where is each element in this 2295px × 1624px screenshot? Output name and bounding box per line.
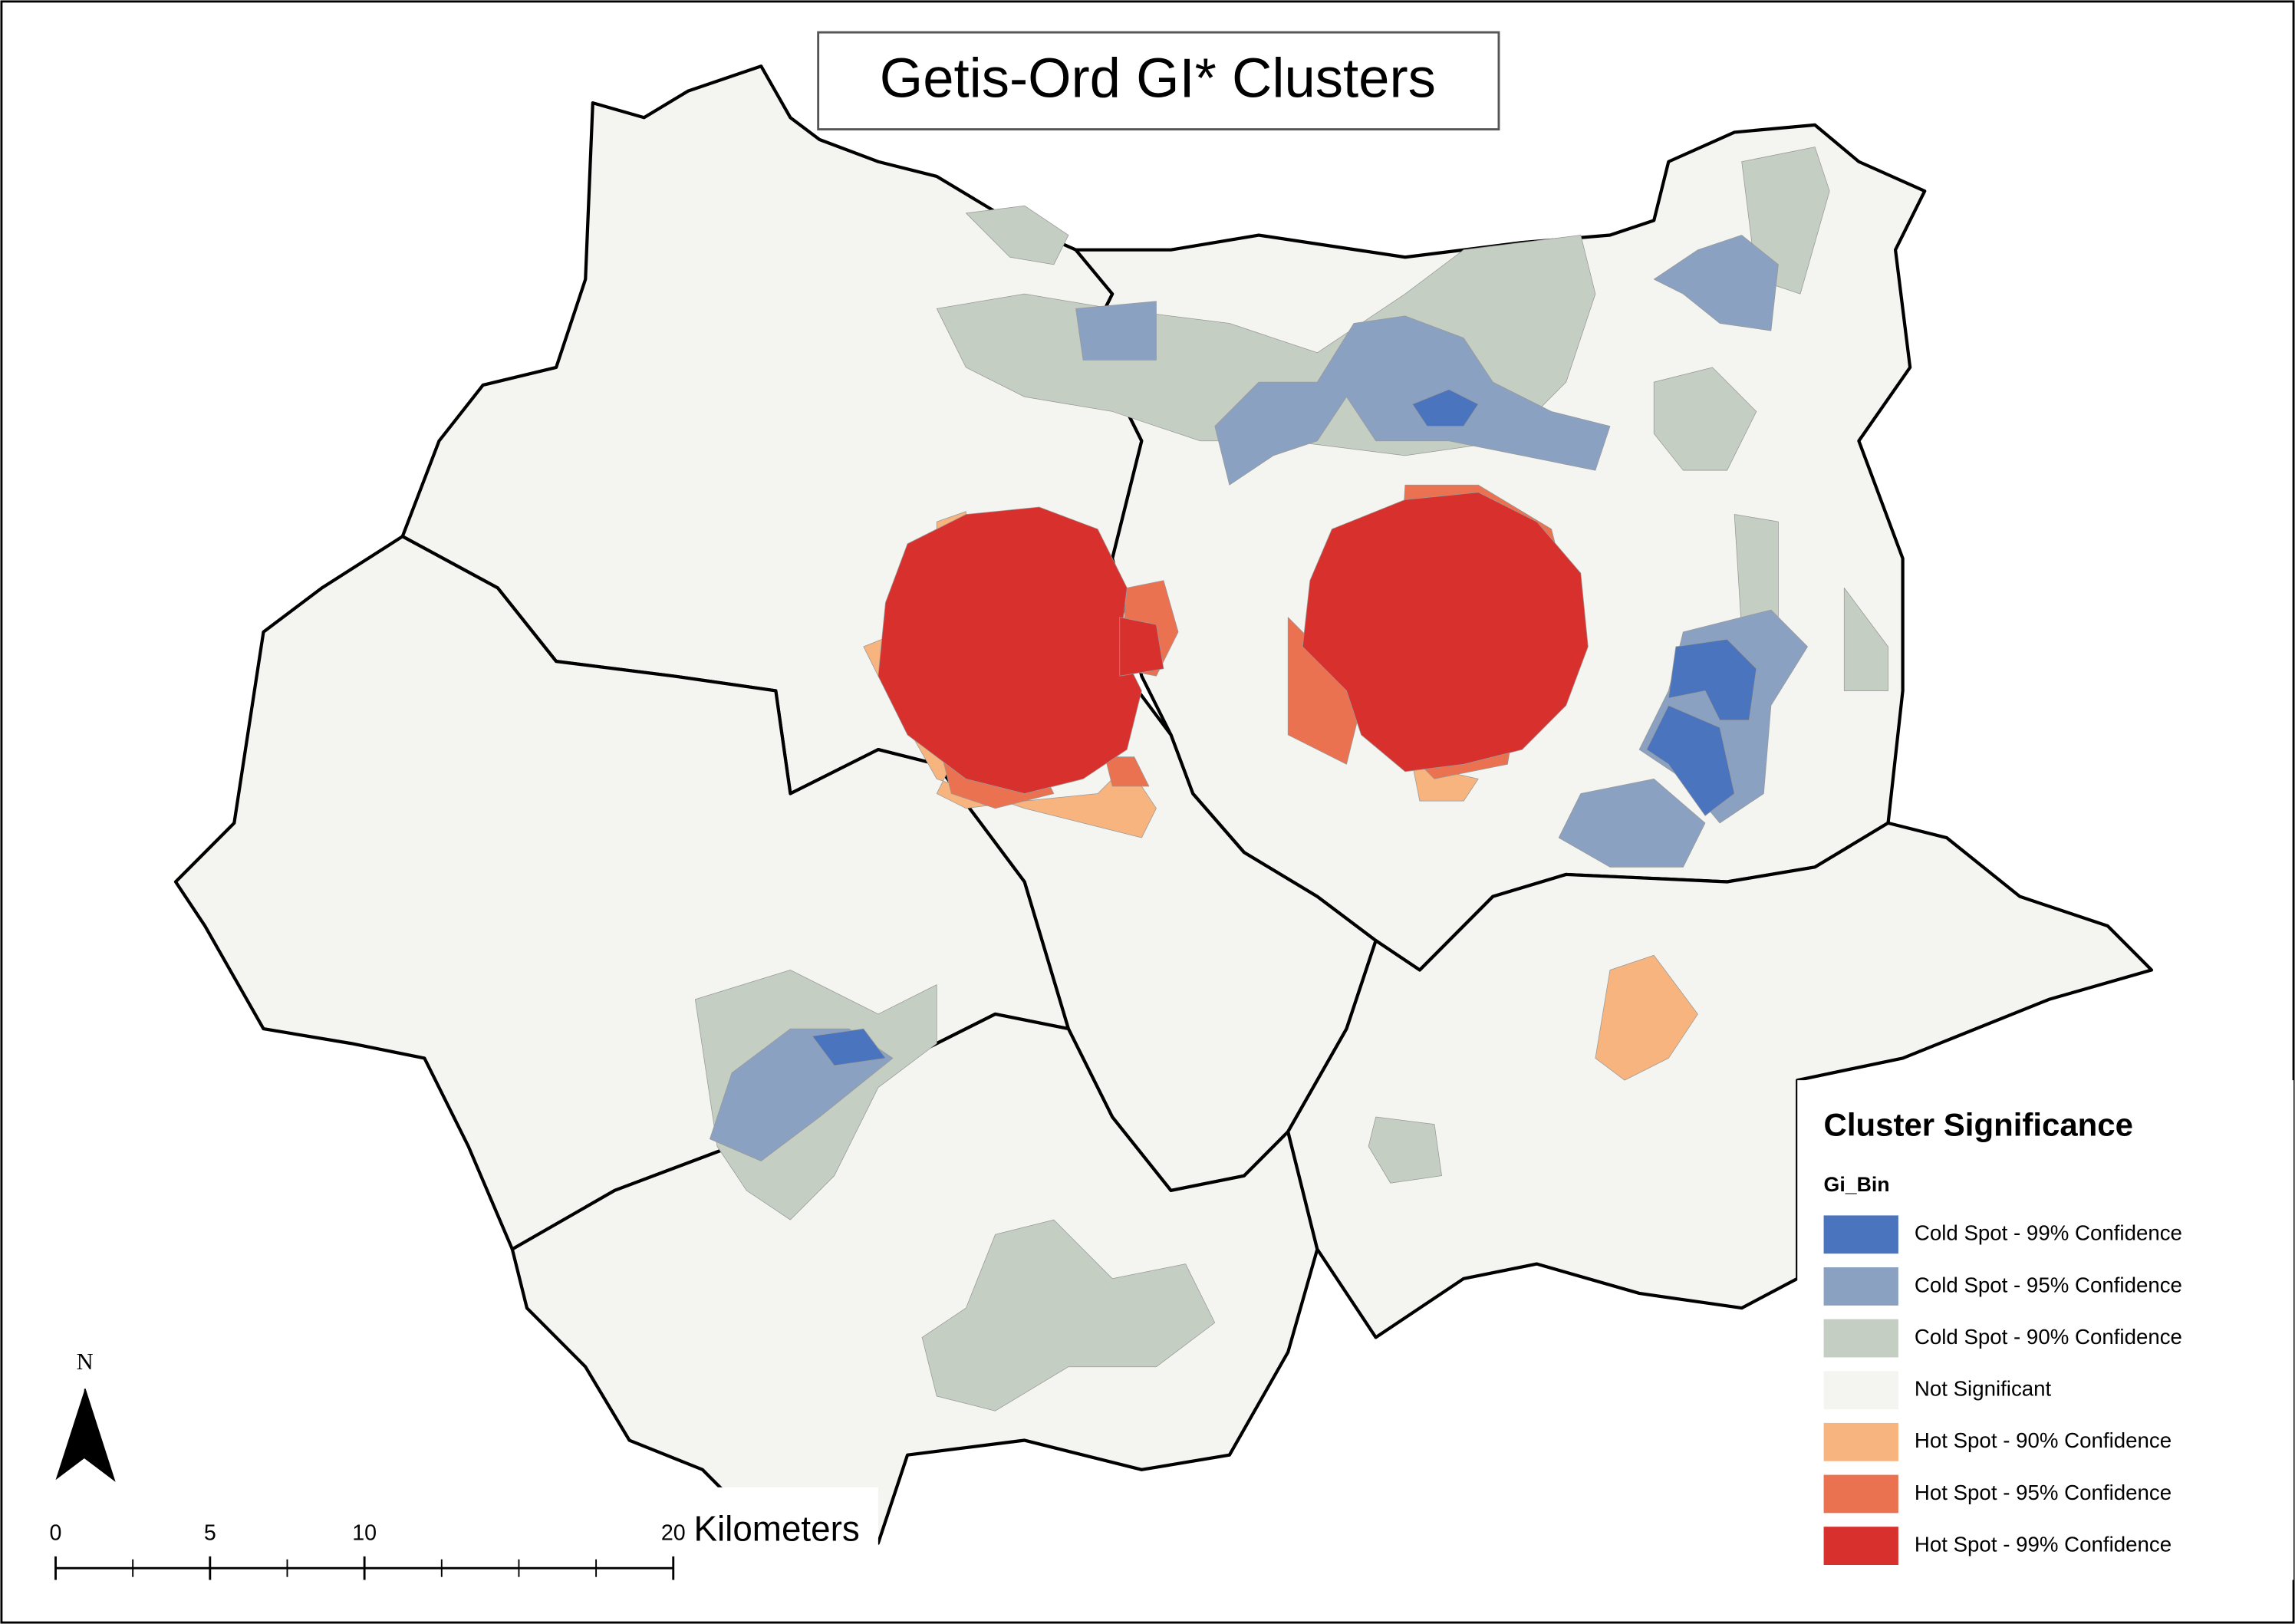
cluster-area <box>966 205 1069 265</box>
cluster-area <box>1653 235 1779 331</box>
legend-items: Cold Spot - 99% Confidence Cold Spot - 95… <box>1823 1215 2182 1565</box>
district-south-east <box>1286 821 2154 1339</box>
cluster-area <box>878 506 1142 794</box>
cluster-area <box>1075 301 1157 361</box>
scale-tick-label: 10 <box>352 1521 377 1546</box>
title-box <box>817 31 1500 131</box>
cluster-area <box>1119 617 1164 677</box>
legend-swatch <box>1823 1422 1898 1461</box>
scale-tick-label: 5 <box>204 1521 216 1546</box>
cluster-area <box>1302 492 1589 772</box>
scale-bar: 0 5 10 20 Kilometers <box>50 1508 860 1580</box>
cluster-area <box>1214 315 1611 486</box>
legend-subtitle: Gi_Bin <box>1824 1173 1890 1196</box>
scale-unit: Kilometers <box>693 1508 859 1548</box>
scale-tick-label: 20 <box>661 1521 686 1546</box>
north-label: N <box>77 1349 94 1375</box>
cluster-area <box>1368 1116 1442 1184</box>
cluster-area <box>921 1219 1216 1412</box>
legend-label: Cold Spot - 99% Confidence <box>1915 1221 2182 1245</box>
cluster-area <box>1668 639 1757 721</box>
legend-swatch <box>1823 1319 1898 1358</box>
cluster-area <box>812 1028 886 1066</box>
cluster-area <box>1653 367 1757 471</box>
legend-swatch <box>1823 1215 1898 1254</box>
legend-label: Hot Spot - 95% Confidence <box>1915 1481 2172 1504</box>
legend-swatch <box>1823 1527 1898 1565</box>
legend-swatch <box>1823 1267 1898 1306</box>
legend-title: Cluster Significance <box>1824 1107 2133 1143</box>
north-arrow <box>84 1388 116 1482</box>
legend-label: Cold Spot - 90% Confidence <box>1915 1325 2182 1349</box>
cluster-area <box>1843 587 1888 691</box>
legend-swatch <box>1823 1474 1898 1514</box>
scale-box <box>44 1487 878 1620</box>
cluster-area <box>1105 756 1150 787</box>
cluster-area <box>1595 954 1698 1081</box>
legend-swatch <box>1823 1371 1898 1410</box>
legend-label: Not Significant <box>1915 1376 2052 1400</box>
clusters <box>694 147 1888 1412</box>
map-title: Getis-Ord GI* Clusters <box>880 47 1436 109</box>
scale-tick-label: 0 <box>50 1521 62 1546</box>
legend-label: Cold Spot - 95% Confidence <box>1915 1273 2182 1296</box>
cluster-area <box>1646 705 1735 816</box>
legend-label: Hot Spot - 90% Confidence <box>1915 1428 2172 1452</box>
district-south-west <box>510 1012 1319 1545</box>
cluster-area <box>1411 389 1479 427</box>
cluster-area <box>1558 779 1706 868</box>
legend-label: Hot Spot - 99% Confidence <box>1915 1532 2172 1556</box>
